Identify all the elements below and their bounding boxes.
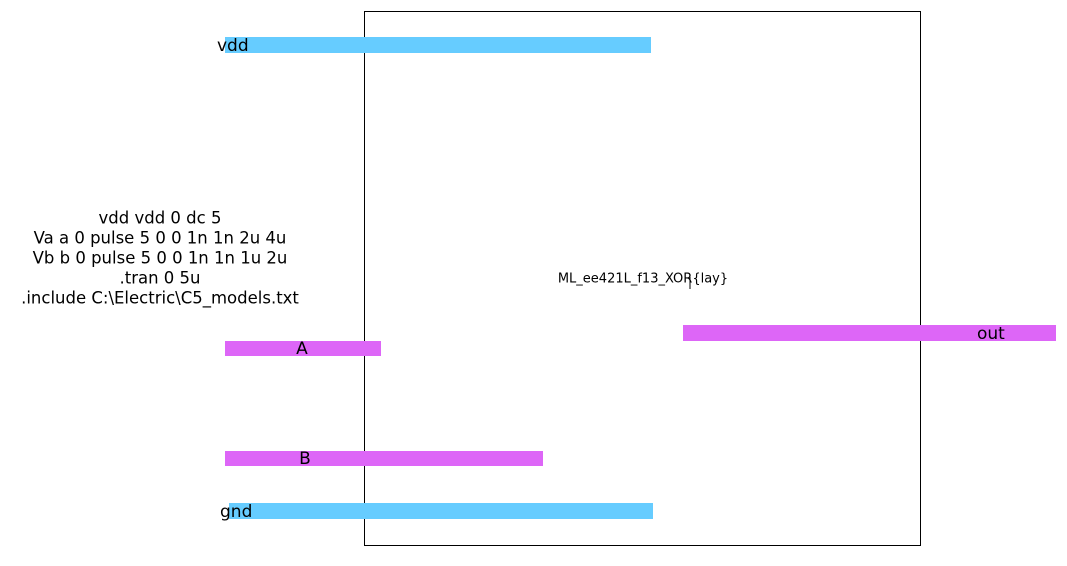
cell-name: ML_ee421L_f13_XOR{lay} [558, 272, 728, 287]
spice-block: vdd vdd 0 dc 5Va a 0 pulse 5 0 0 1n 1n 2… [21, 209, 299, 309]
spice-line: .tran 0 5u [119, 269, 200, 288]
b-wire [225, 451, 543, 466]
export-label: A [296, 339, 308, 359]
spice-line: Vb b 0 pulse 5 0 0 1n 1n 1u 2u [33, 249, 288, 268]
gnd-rail [229, 503, 653, 519]
cell-outline [364, 11, 921, 546]
spice-line: Va a 0 pulse 5 0 0 1n 1n 2u 4u [34, 229, 287, 248]
vdd-rail [225, 37, 651, 53]
export-label: gnd [220, 502, 252, 522]
export-label: out [977, 324, 1005, 344]
spice-line: vdd vdd 0 dc 5 [99, 209, 222, 228]
a-wire [225, 341, 381, 356]
export-label: vdd [217, 36, 249, 56]
export-label: B [299, 449, 311, 469]
out-wire [683, 325, 1056, 341]
spice-line: .include C:\Electric\C5_models.txt [21, 289, 299, 309]
